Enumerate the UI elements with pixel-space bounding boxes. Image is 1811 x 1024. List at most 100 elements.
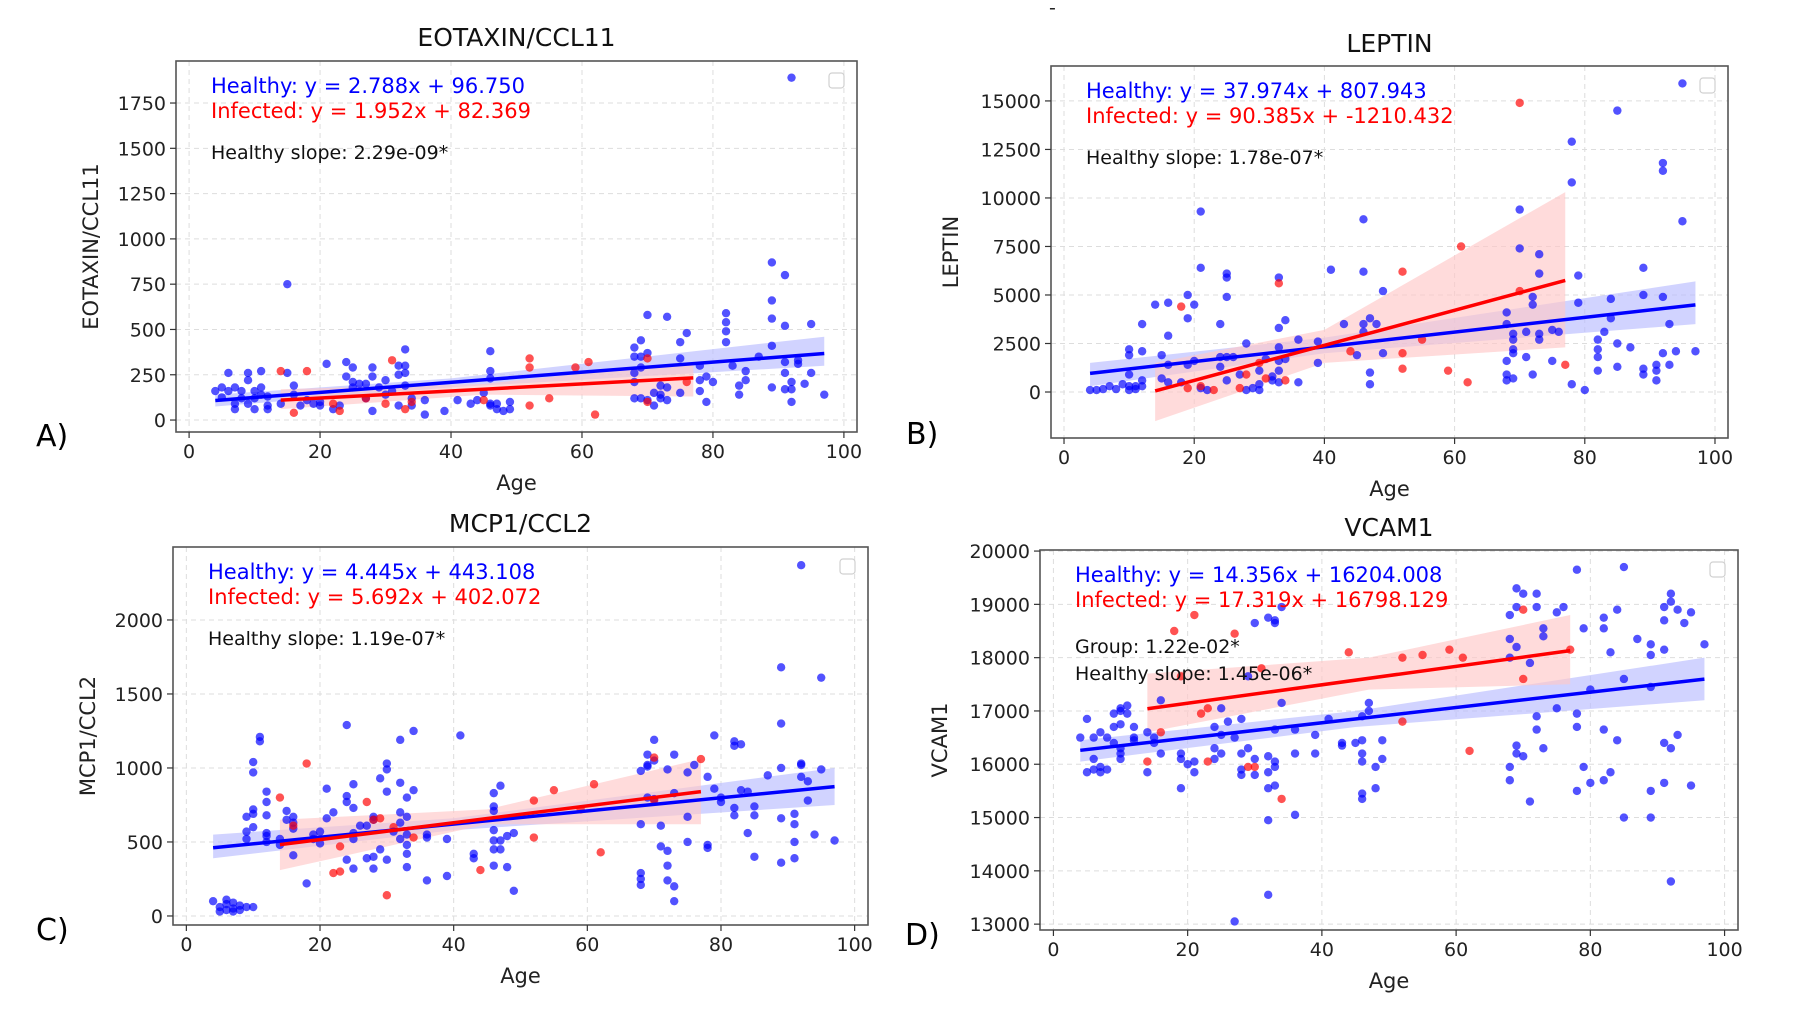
healthy-point xyxy=(721,308,731,318)
healthy-point xyxy=(670,882,679,891)
healthy-point xyxy=(1359,215,1368,224)
healthy-point xyxy=(322,359,331,369)
healthy-point xyxy=(1532,589,1541,598)
healthy-point xyxy=(1129,722,1139,732)
healthy-point xyxy=(662,383,672,392)
healthy-point xyxy=(402,840,412,850)
healthy-point xyxy=(734,381,744,390)
healthy-point xyxy=(663,876,672,885)
healthy-point xyxy=(361,379,371,389)
healthy-point xyxy=(1089,765,1098,774)
healthy-point xyxy=(442,834,452,844)
healthy-point xyxy=(1652,376,1661,385)
infected-point xyxy=(584,357,593,367)
healthy-point xyxy=(1222,376,1231,385)
healthy-point xyxy=(1365,314,1375,323)
healthy-point xyxy=(1242,339,1251,348)
healthy-point xyxy=(396,834,405,844)
y-tick-label: 19000 xyxy=(970,594,1030,616)
y-tick-label: 13000 xyxy=(970,914,1030,936)
x-axis-label: Age xyxy=(1369,477,1410,501)
healthy-point xyxy=(703,772,712,782)
healthy-point xyxy=(1337,741,1347,750)
healthy-point xyxy=(1364,706,1374,716)
healthy-point xyxy=(1326,265,1336,274)
healthy-point xyxy=(248,902,258,912)
x-tick-label: 80 xyxy=(1573,447,1597,469)
healthy-point xyxy=(806,368,816,378)
healthy-point xyxy=(217,383,227,392)
y-axis-label: LEPTIN xyxy=(939,216,963,288)
infected-point xyxy=(1176,302,1186,311)
healthy-point xyxy=(1230,733,1239,742)
healthy-point xyxy=(262,797,271,807)
healthy-point xyxy=(400,361,410,370)
healthy-point xyxy=(1156,696,1166,705)
healthy-point xyxy=(329,808,338,817)
healthy-point xyxy=(676,337,685,347)
healthy-point xyxy=(1371,762,1380,772)
healthy-point xyxy=(1237,749,1246,758)
healthy-point xyxy=(1646,640,1655,649)
healthy-point xyxy=(1600,327,1609,337)
healthy-point xyxy=(1639,263,1648,273)
healthy-point xyxy=(1123,701,1132,710)
healthy-point xyxy=(469,854,478,863)
healthy-point xyxy=(489,825,498,835)
healthy-point xyxy=(817,765,826,774)
healthy-point xyxy=(228,898,238,907)
healthy-point xyxy=(1156,749,1166,758)
healthy-point xyxy=(230,383,240,392)
healthy-point xyxy=(1619,813,1629,822)
healthy-point xyxy=(283,368,292,378)
healthy-point xyxy=(1572,722,1582,732)
x-tick-label: 40 xyxy=(1312,447,1336,469)
healthy-point xyxy=(1102,765,1112,774)
infected-point xyxy=(382,891,392,900)
healthy-regression-line xyxy=(1080,677,1705,753)
healthy-point xyxy=(1567,178,1576,187)
healthy-point xyxy=(1137,319,1147,329)
x-tick-label: 20 xyxy=(1176,939,1200,961)
healthy-point xyxy=(1150,300,1160,309)
healthy-point xyxy=(1532,712,1541,721)
healthy-regression-line xyxy=(212,784,835,850)
healthy-point xyxy=(636,766,645,776)
y-tick-label: 15000 xyxy=(981,91,1041,113)
healthy-point xyxy=(1522,352,1531,362)
x-tick-label: 20 xyxy=(1182,447,1206,469)
infected-point xyxy=(400,404,410,414)
healthy-point xyxy=(256,366,266,376)
healthy-point xyxy=(662,395,672,405)
healthy-point xyxy=(499,406,508,416)
healthy-point xyxy=(1378,348,1388,358)
healthy-point xyxy=(1613,339,1622,348)
healthy-point xyxy=(1235,370,1244,379)
y-tick-label: 2000 xyxy=(115,610,163,632)
infected-regression-line xyxy=(280,376,694,402)
infected-point xyxy=(362,797,371,807)
healthy-point xyxy=(800,379,809,389)
significance-note: Healthy slope: 1.45e-06* xyxy=(1075,663,1312,685)
healthy-point xyxy=(1658,158,1668,168)
healthy-point xyxy=(1176,784,1186,793)
healthy-point xyxy=(682,328,691,338)
infected-point xyxy=(1561,360,1570,370)
healthy-point xyxy=(790,854,799,863)
healthy-point xyxy=(505,397,515,407)
healthy-point xyxy=(820,390,829,399)
healthy-point xyxy=(683,837,692,847)
infected-confidence-band xyxy=(1147,615,1571,733)
healthy-point xyxy=(453,395,462,405)
y-tick-label: 1000 xyxy=(118,229,166,251)
healthy-point xyxy=(282,815,291,824)
healthy-point xyxy=(1089,733,1098,742)
healthy-point xyxy=(1263,752,1273,761)
healthy-point xyxy=(1089,754,1098,764)
x-tick-label: 0 xyxy=(183,441,195,463)
infected-point xyxy=(1250,762,1259,772)
healthy-point xyxy=(1250,618,1259,628)
healthy-point xyxy=(817,673,826,682)
healthy-point xyxy=(394,401,403,410)
